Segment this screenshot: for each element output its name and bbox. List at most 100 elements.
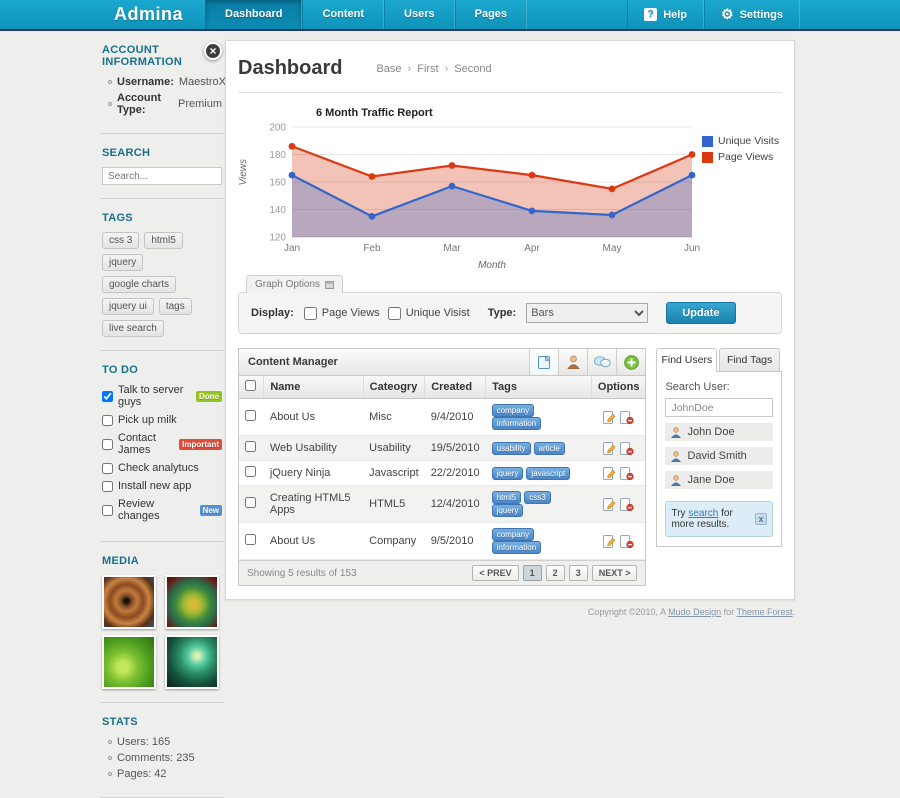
sidebar-tag-google-charts[interactable]: google charts [102,276,177,293]
update-button[interactable]: Update [666,302,736,324]
chart-type-select[interactable]: Bars [526,303,649,323]
graph-options-tab[interactable]: Graph Options [246,275,344,293]
display-checkbox[interactable] [303,306,317,320]
page-button--prev[interactable]: < PREV [472,565,519,581]
row-tags: html5 css3jquery [485,485,592,523]
todo-checkbox[interactable] [102,462,113,474]
help-label: Help [663,8,688,21]
delete-icon[interactable] [619,441,634,455]
select-all-checkbox[interactable] [245,380,256,391]
content-tag-information[interactable]: information [491,541,542,554]
content-tag-usability[interactable]: usability [491,441,531,455]
tab-find-tags[interactable]: Find Tags [719,348,780,372]
content-tag-company[interactable]: company [491,404,535,417]
sidebar-tag-tags[interactable]: tags [158,298,192,315]
sidebar-tag-jquery[interactable]: jquery [102,254,144,271]
user-result-john-doe[interactable]: John Doe [665,423,773,441]
documents-view-button[interactable] [529,349,559,375]
content-tag-css3[interactable]: css3 [524,491,551,504]
user-result-david-smith[interactable]: David Smith [665,447,773,465]
sidebar-search-input[interactable] [102,167,222,185]
sidebar-tag-jquery-ui[interactable]: jquery ui [102,298,154,315]
edit-icon[interactable] [602,466,616,480]
breadcrumb-second[interactable]: Second [454,62,492,75]
page-button-1[interactable]: 1 [522,565,542,581]
users-view-button[interactable] [558,349,587,375]
settings-button[interactable]: ⚙ Settings [704,0,800,29]
display-option-page-views[interactable]: Page Views [303,306,380,320]
nav-tab-users[interactable]: Users [384,0,455,29]
display-option-unique-visist[interactable]: Unique Visist [387,306,470,320]
todo-checkbox[interactable] [102,390,113,402]
sidebar-tag-live-search[interactable]: live search [102,320,164,337]
add-content-button[interactable] [616,349,645,375]
content-tag-javascript[interactable]: javascript [526,466,571,480]
media-thumbnail-green-abstract[interactable] [102,635,156,689]
todo-checkbox[interactable] [102,480,113,492]
row-checkbox[interactable] [245,497,256,508]
row-created: 22/2/2010 [424,460,486,486]
svg-text:Jan: Jan [284,243,300,254]
user-result-jane-doe[interactable]: Jane Doe [665,471,773,489]
theme-forest-link[interactable]: Theme Forest [736,607,793,617]
page-button-2[interactable]: 2 [545,565,565,581]
nav-tab-dashboard[interactable]: Dashboard [205,0,303,29]
content-tag-information[interactable]: information [491,417,542,430]
graph-options: Graph Options Display: Page Views Unique … [238,275,782,334]
column-header-name: Name [263,376,364,399]
todo-item-pick-up-milk[interactable]: Pick up milk [102,414,222,426]
todo-checkbox[interactable] [102,414,113,426]
comments-view-button[interactable] [587,349,616,375]
todo-item-check-analytucs[interactable]: Check analytucs [102,462,222,474]
media-thumbnail-fractal-orange[interactable] [102,575,156,629]
note-close-icon[interactable]: x [755,513,767,525]
row-name: jQuery Ninja [263,460,364,486]
media-thumbnail-green-swirl[interactable] [165,635,219,689]
todo-item-install-new-app[interactable]: Install new app [102,480,222,492]
search-user-input[interactable] [665,398,773,417]
sidebar-tag-css-3[interactable]: css 3 [102,232,140,249]
row-checkbox[interactable] [245,441,256,452]
todo-item-contact-james[interactable]: Contact James Important [102,432,222,456]
delete-icon[interactable] [619,410,634,424]
media-thumbnail-fractal-green-flower[interactable] [165,575,219,629]
sidebar-close-button[interactable]: × [204,42,222,60]
content-tag-company[interactable]: company [491,528,535,541]
bullet-item: Account Type: Premium [108,92,222,116]
row-checkbox[interactable] [245,466,256,477]
todo-item-review-changes[interactable]: Review changes New [102,498,222,522]
find-tabs: Find Users Find Tags [656,348,782,372]
breadcrumb-base[interactable]: Base [376,62,402,75]
content-tag-article[interactable]: article [533,441,565,455]
content-tag-html5[interactable]: html5 [491,491,522,504]
row-checkbox[interactable] [245,410,256,421]
edit-icon[interactable] [602,441,616,455]
delete-icon[interactable] [619,466,634,480]
edit-icon[interactable] [602,410,616,424]
edit-icon[interactable] [602,497,616,511]
row-created: 9/5/2010 [424,522,486,560]
page-button-3[interactable]: 3 [568,565,588,581]
nav-tab-content[interactable]: Content [302,0,385,29]
todo-checkbox[interactable] [102,504,113,516]
content-tag-jquery[interactable]: jquery [491,466,524,480]
help-button[interactable]: ? Help [627,0,705,29]
breadcrumb-first[interactable]: First [417,62,439,75]
search-link[interactable]: search [688,508,719,519]
row-select-cell [239,460,264,486]
nav-tab-pages[interactable]: Pages [454,0,528,29]
content-tag-jquery[interactable]: jquery [491,504,524,517]
mudo-design-link[interactable]: Mudo Design [668,607,722,617]
edit-icon[interactable] [602,534,616,548]
todo-item-talk-to-server-guys[interactable]: Talk to server guys Done [102,384,222,408]
todo-checkbox[interactable] [102,438,113,450]
tab-find-users[interactable]: Find Users [656,348,718,372]
display-checkbox[interactable] [387,306,401,320]
row-checkbox[interactable] [245,534,256,545]
page-button-next-[interactable]: NEXT > [591,565,638,581]
delete-icon[interactable] [619,534,634,548]
sidebar-tag-html5[interactable]: html5 [144,232,183,249]
todo-heading: TO DO [102,364,139,376]
row-name: Creating HTML5 Apps [263,485,364,523]
delete-icon[interactable] [619,497,634,511]
